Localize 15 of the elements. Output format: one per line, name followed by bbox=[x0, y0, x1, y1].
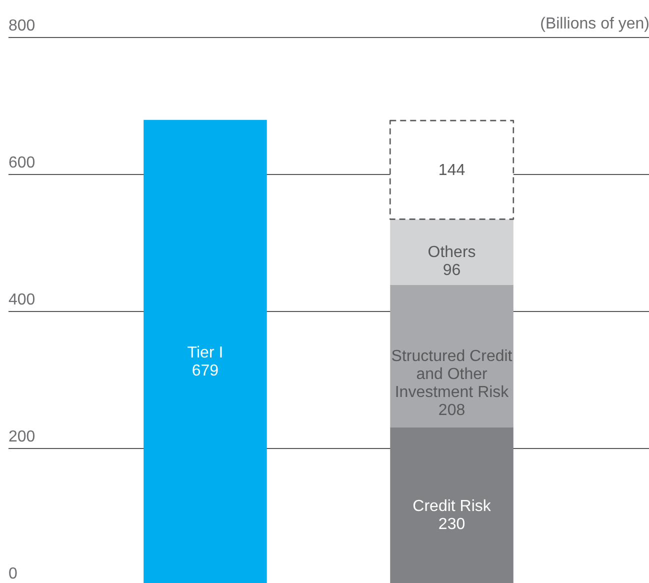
y-tick-label: 600 bbox=[8, 154, 36, 172]
data-label: 679 bbox=[192, 362, 219, 380]
data-label: 96 bbox=[442, 262, 461, 280]
data-label: 230 bbox=[438, 516, 466, 534]
series-label: Tier I bbox=[187, 344, 224, 362]
y-tick-label: 400 bbox=[8, 292, 36, 308]
y-tick-label: 200 bbox=[8, 428, 36, 446]
y-tick-label: 800 bbox=[8, 18, 36, 34]
series-label: Credit Risk bbox=[412, 498, 492, 516]
series-label: Structured Credit and Other Investment Risk bbox=[391, 348, 513, 402]
data-label: 208 bbox=[438, 402, 466, 420]
y-tick-label: 0 bbox=[8, 566, 18, 582]
y-axis-title: (Billions of yen) bbox=[540, 16, 649, 32]
data-label: 144 bbox=[438, 162, 466, 179]
series-label: Others bbox=[428, 244, 476, 262]
